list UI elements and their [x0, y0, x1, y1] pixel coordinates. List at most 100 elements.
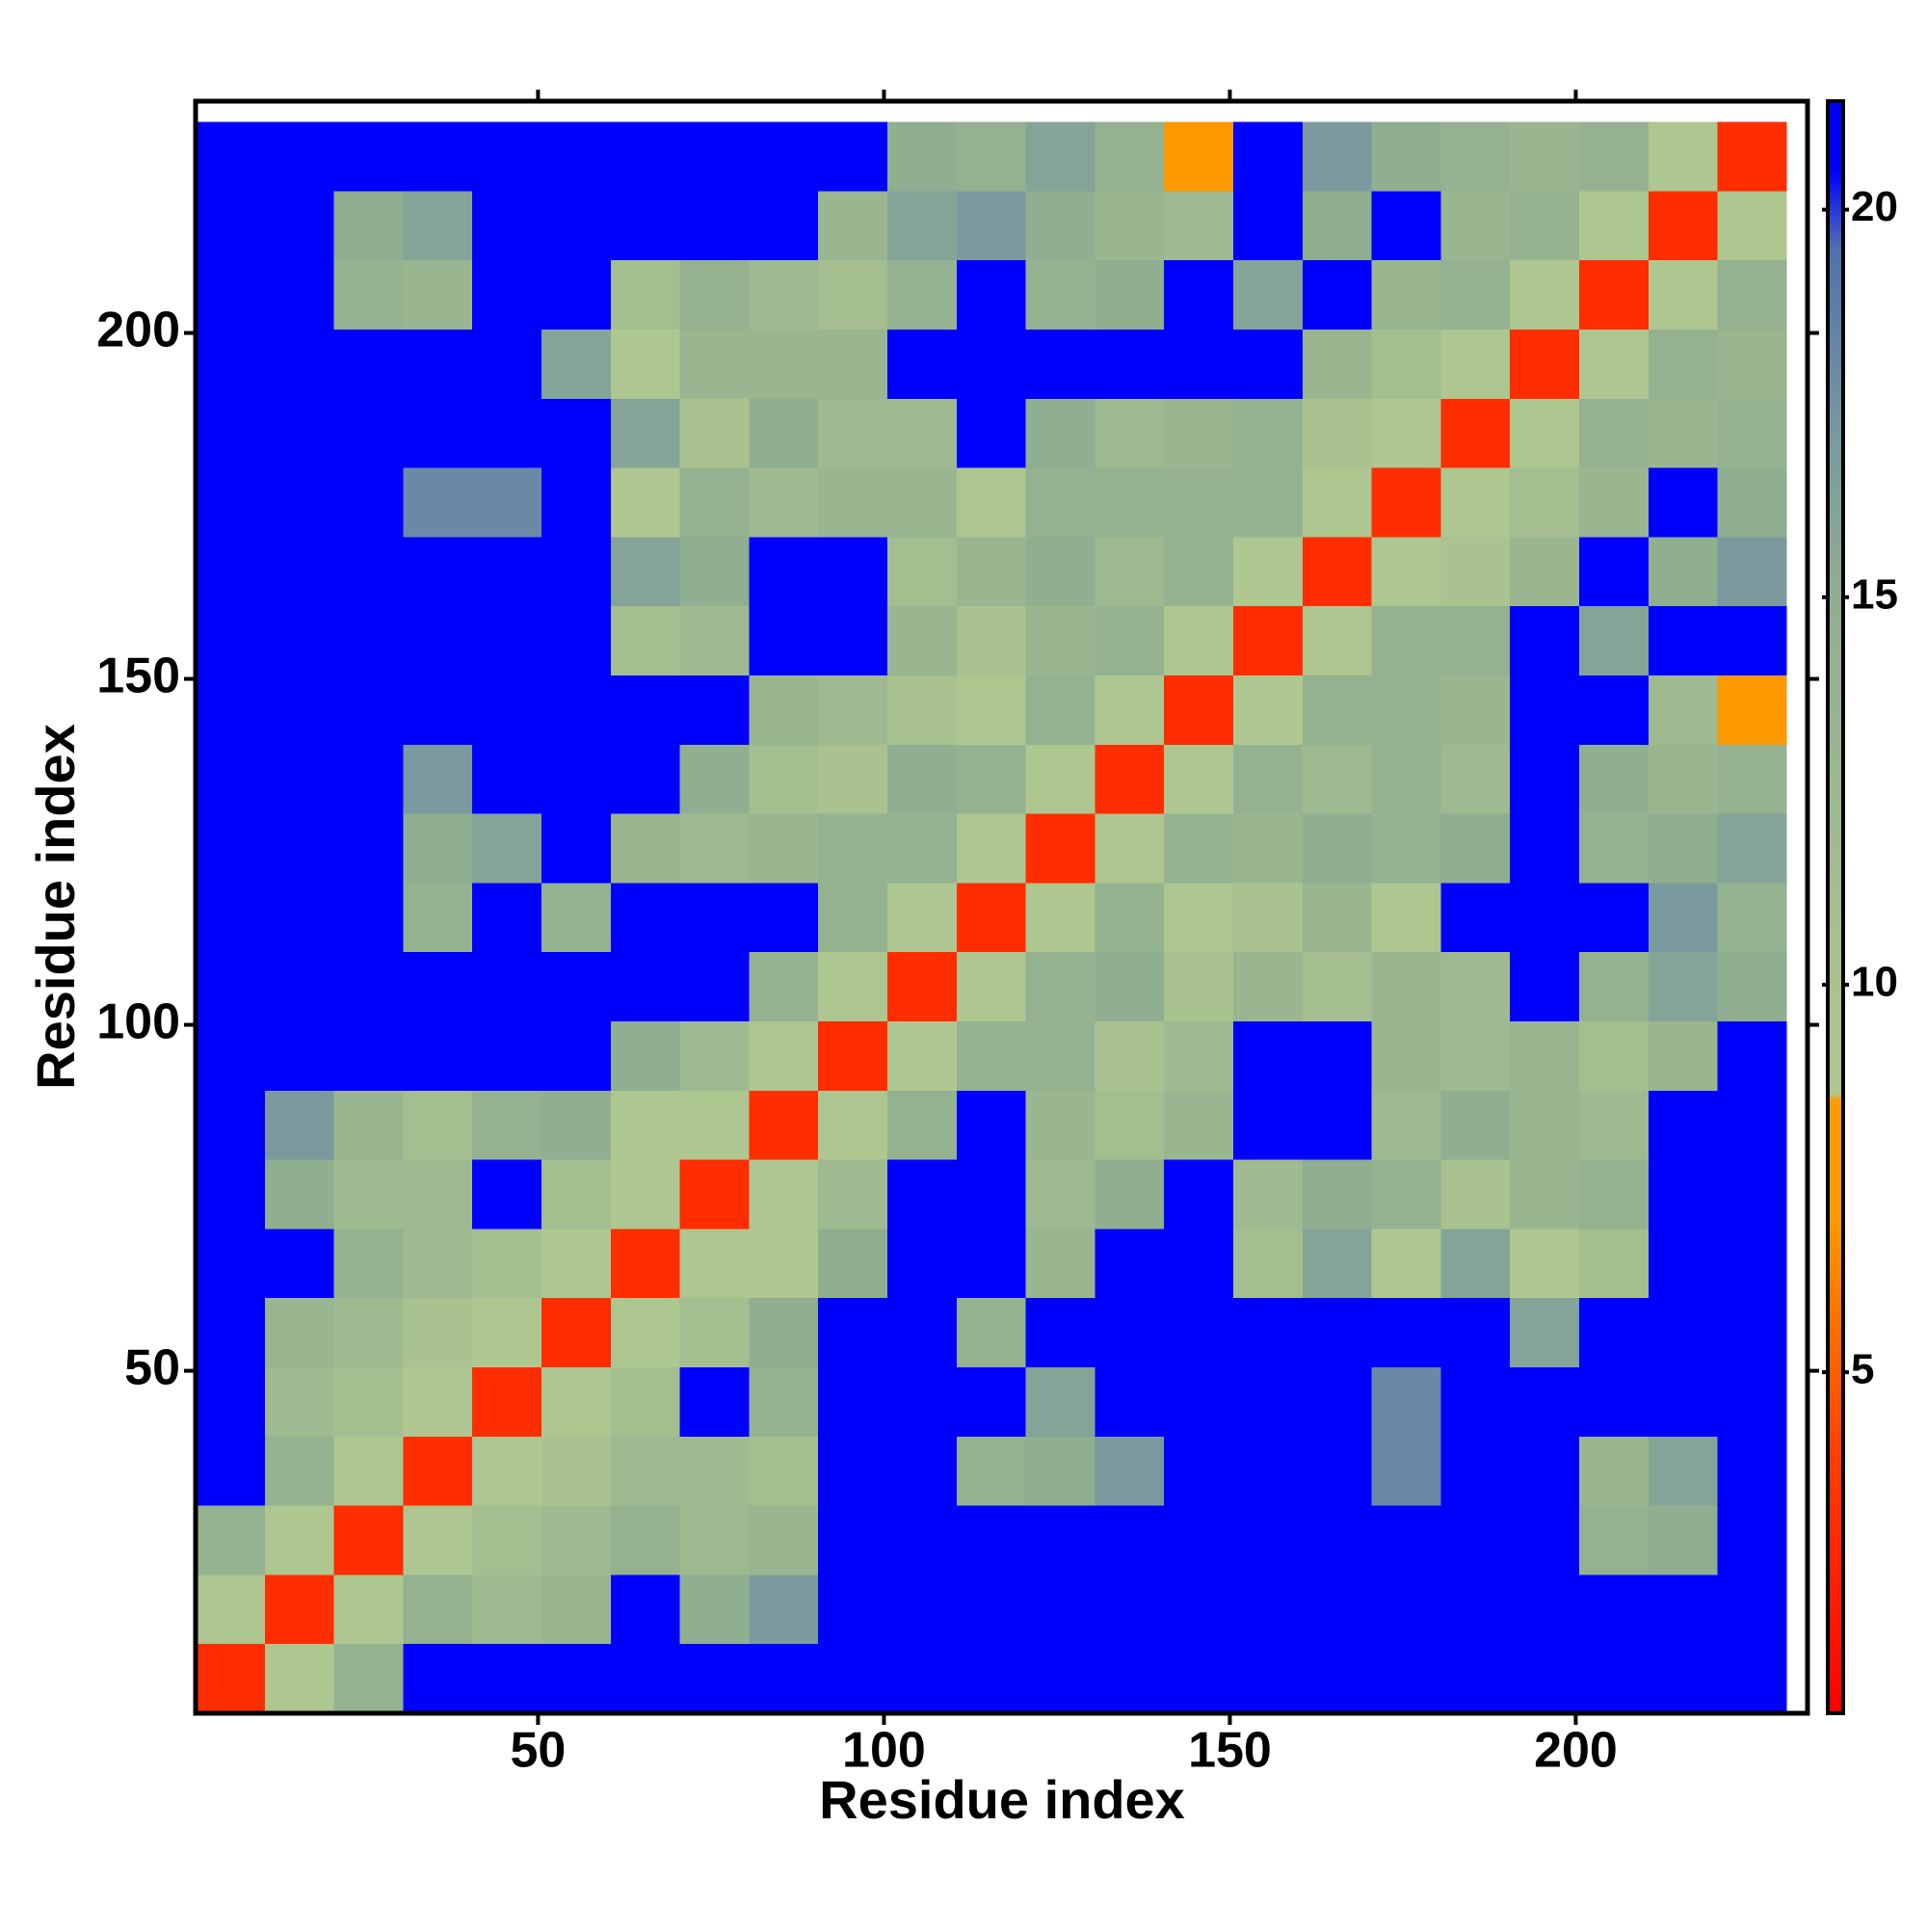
cell	[264, 1436, 334, 1506]
cell	[1579, 121, 1649, 192]
cell	[887, 1366, 957, 1437]
cell	[679, 606, 750, 675]
x-tick-label: 50	[511, 1723, 567, 1779]
cell	[1717, 1575, 1787, 1645]
cell	[264, 744, 334, 814]
cell	[541, 1090, 611, 1160]
cell	[610, 467, 680, 538]
cell	[196, 606, 265, 675]
cell	[887, 1436, 957, 1506]
cell	[1579, 1298, 1649, 1367]
cell	[1095, 883, 1165, 953]
cell	[264, 883, 334, 953]
cell	[1025, 1366, 1095, 1437]
cell	[264, 398, 334, 468]
cell	[1579, 1229, 1649, 1299]
cell	[1025, 1298, 1095, 1367]
cell	[956, 883, 1026, 953]
cell	[818, 191, 888, 261]
cell	[472, 467, 542, 538]
cell	[1648, 952, 1718, 1021]
cell	[1095, 329, 1165, 399]
cell	[333, 260, 404, 330]
cell	[956, 606, 1026, 675]
cell	[1440, 329, 1511, 399]
cell	[1440, 952, 1511, 1021]
cell	[1025, 398, 1095, 468]
cell	[1440, 191, 1511, 261]
cell	[1025, 1090, 1095, 1160]
cell	[1579, 1505, 1649, 1575]
cell	[1648, 813, 1718, 884]
cell	[1025, 1020, 1095, 1091]
cell	[679, 883, 750, 953]
cell	[1164, 1575, 1234, 1645]
cell	[1302, 675, 1372, 745]
cell	[1440, 813, 1511, 884]
cell	[1440, 467, 1511, 538]
cell	[610, 1229, 680, 1299]
cell	[541, 1229, 611, 1299]
cell	[1302, 1366, 1372, 1437]
cell	[679, 260, 750, 330]
cell	[333, 1298, 404, 1367]
cell	[1025, 744, 1095, 814]
cell	[956, 1159, 1026, 1230]
cell	[1510, 1020, 1580, 1091]
cell	[1440, 1366, 1511, 1437]
cell	[818, 744, 888, 814]
cell	[1164, 883, 1234, 953]
cell	[610, 675, 680, 745]
cell	[1440, 744, 1511, 814]
cell	[333, 1575, 404, 1645]
cell	[472, 744, 542, 814]
cell	[196, 1159, 265, 1230]
cell	[1025, 1575, 1095, 1645]
cell	[403, 813, 473, 884]
cell	[749, 1505, 819, 1575]
cell	[403, 1436, 473, 1506]
cell	[1440, 883, 1511, 953]
cell	[1164, 329, 1234, 399]
cell	[749, 1644, 819, 1713]
cell	[1579, 1575, 1649, 1645]
cell	[1095, 1298, 1165, 1367]
cell	[1164, 1159, 1234, 1230]
y-tick-label: 50	[124, 1339, 180, 1395]
cell	[264, 467, 334, 538]
cell	[1164, 813, 1234, 884]
cell	[403, 1159, 473, 1230]
cell	[749, 883, 819, 953]
plot-frame	[193, 98, 1810, 1716]
cell	[749, 398, 819, 468]
cell	[1371, 191, 1441, 261]
cell	[1371, 1644, 1441, 1713]
cell	[1717, 1020, 1787, 1091]
cell	[196, 260, 265, 330]
cell	[1233, 1020, 1303, 1091]
cell	[1371, 744, 1441, 814]
cell	[541, 1020, 611, 1091]
y-tick-label: 100	[96, 993, 180, 1049]
cell	[196, 952, 265, 1021]
cell	[196, 537, 265, 607]
cell	[887, 1505, 957, 1575]
cell	[887, 398, 957, 468]
cell	[1510, 952, 1580, 1021]
cell	[1233, 952, 1303, 1021]
cell	[541, 329, 611, 399]
colorbar-tick-label: 10	[1851, 959, 1898, 1006]
cell	[1302, 1644, 1372, 1713]
cell	[610, 329, 680, 399]
cell	[610, 744, 680, 814]
cell	[1717, 606, 1787, 675]
cell	[956, 329, 1026, 399]
cell	[472, 260, 542, 330]
cell	[1095, 675, 1165, 745]
cell	[887, 1090, 957, 1160]
cell	[1302, 191, 1372, 261]
cell	[818, 398, 888, 468]
cell	[264, 1644, 334, 1713]
cell	[818, 537, 888, 607]
cell	[541, 813, 611, 884]
